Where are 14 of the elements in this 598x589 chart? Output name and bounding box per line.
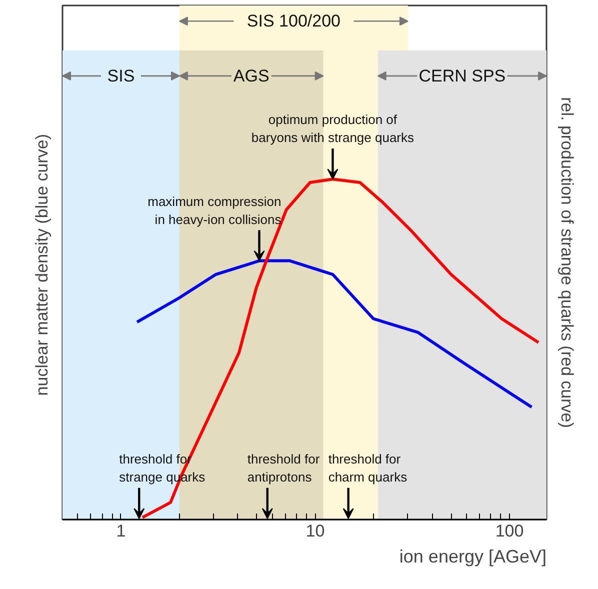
band-label: SIS 100/200 [246,12,340,31]
band-label: SIS [107,66,135,86]
x-tick-label: 100 [495,522,524,540]
band-label: AGS [233,66,270,86]
annotation: maximum compression in heavy-ion collisions [148,194,282,227]
band-label: CERN SPS [418,66,506,86]
x-tick-label: 10 [306,522,325,540]
y-axis-title: nuclear matter density (blue curve) [32,134,52,396]
annotation: threshold for charm quarks [328,451,408,484]
x-tick-label: 1 [116,522,126,540]
y2-axis-title: rel. production of strange quarks (red curve) [558,97,576,428]
annotation: optimum production of baryons with strange quarks [251,112,415,146]
annotation: threshold for antiprotons [247,451,320,484]
x-axis-title: ion energy [AGeV] [399,546,547,566]
